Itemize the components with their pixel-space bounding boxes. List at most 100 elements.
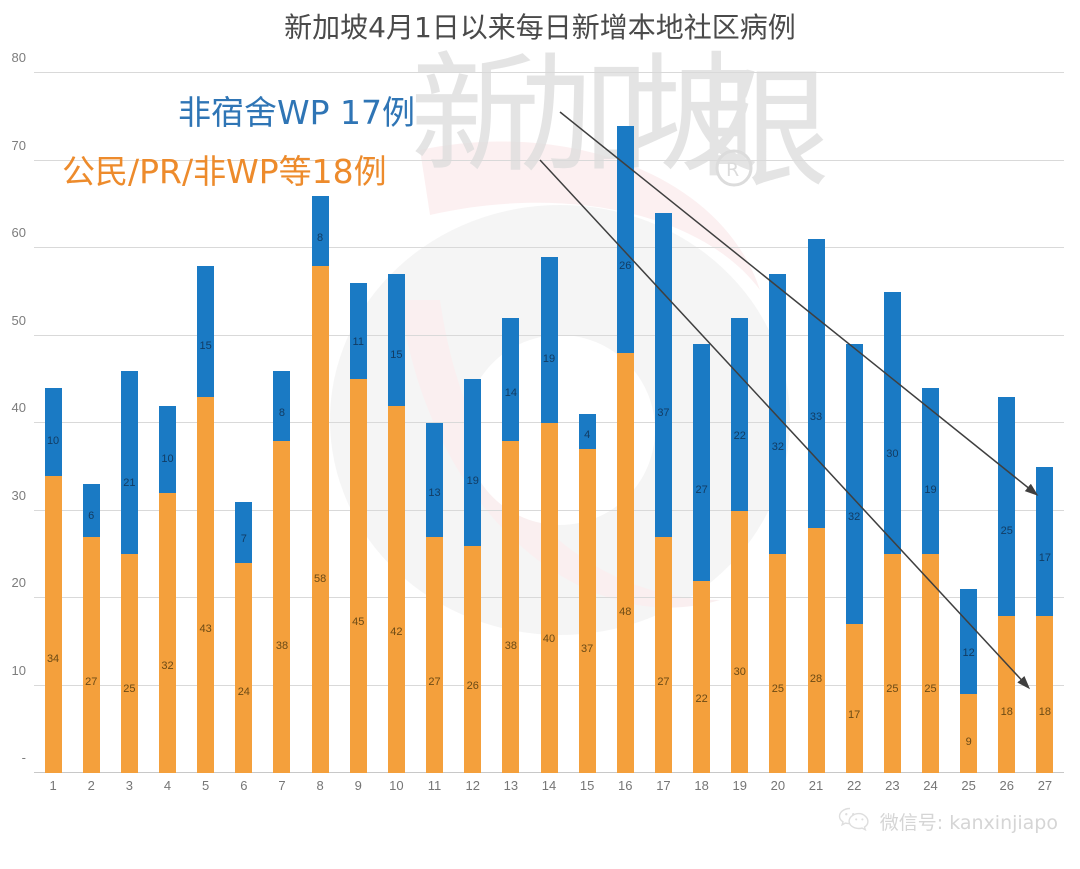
bar-group[interactable]: 27 13 [426, 73, 444, 773]
bar-segment-blue[interactable]: 32 [845, 344, 863, 625]
bar-group[interactable]: 18 17 [1036, 73, 1054, 773]
bar-segment-orange[interactable]: 32 [159, 493, 177, 773]
bar-segment-blue[interactable]: 19 [464, 379, 482, 546]
bar-segment-blue[interactable]: 8 [273, 370, 291, 441]
bar-segment-blue[interactable]: 12 [960, 589, 978, 695]
wechat-icon [838, 806, 872, 837]
bar-group[interactable]: 38 14 [502, 73, 520, 773]
bar-segment-blue[interactable]: 37 [654, 213, 672, 537]
bar-segment-orange[interactable]: 37 [578, 449, 596, 773]
x-axis-tick: 21 [808, 778, 824, 793]
bar-segment-orange[interactable]: 30 [731, 510, 749, 773]
bar-value-label: 22 [733, 430, 746, 443]
bar-group[interactable]: 43 15 [197, 73, 215, 773]
bar-segment-orange[interactable]: 9 [960, 694, 978, 773]
bar-segment-orange[interactable]: 17 [845, 624, 863, 773]
bar-group[interactable]: 32 10 [159, 73, 177, 773]
bar-value-label: 32 [771, 440, 784, 453]
bar-value-label: 19 [542, 352, 556, 365]
bar-group[interactable]: 27 6 [82, 73, 100, 773]
x-axis-tick: 3 [125, 778, 133, 793]
gridline [34, 72, 1064, 73]
bar-value-label: 30 [886, 447, 899, 460]
bar-segment-orange[interactable]: 25 [883, 554, 901, 773]
bar-segment-orange[interactable]: 43 [197, 396, 215, 773]
bar-segment-orange[interactable]: 22 [693, 580, 711, 773]
x-axis-tick: 26 [999, 778, 1014, 793]
bar-value-label: 18 [1000, 706, 1013, 719]
bar-group[interactable]: 24 7 [235, 73, 253, 773]
bar-segment-orange[interactable]: 48 [616, 353, 634, 773]
bar-segment-blue[interactable]: 33 [807, 239, 825, 528]
bar-segment-orange[interactable]: 24 [235, 563, 253, 773]
bar-group[interactable]: 42 15 [387, 73, 405, 773]
bar-segment-orange[interactable]: 25 [769, 554, 787, 773]
bar-segment-orange[interactable]: 18 [998, 615, 1016, 773]
bar-value-label: 24 [237, 686, 250, 699]
bar-group[interactable]: 9 12 [960, 73, 978, 773]
bar-group[interactable]: 17 32 [845, 73, 863, 773]
bar-group[interactable]: 28 33 [807, 73, 825, 773]
bar-segment-orange[interactable]: 58 [311, 265, 329, 773]
bar-group[interactable]: 37 4 [578, 73, 596, 773]
bar-value-label: 8 [278, 406, 286, 419]
bar-segment-blue[interactable]: 7 [235, 501, 253, 563]
bar-segment-blue[interactable]: 27 [693, 344, 711, 581]
bar-segment-orange[interactable]: 27 [654, 536, 672, 773]
bar-segment-blue[interactable]: 8 [311, 195, 329, 266]
bar-segment-orange[interactable]: 26 [464, 545, 482, 773]
bar-segment-orange[interactable]: 28 [807, 528, 825, 773]
bar-group[interactable]: 22 27 [693, 73, 711, 773]
bar-group[interactable]: 25 30 [883, 73, 901, 773]
bar-segment-blue[interactable]: 26 [616, 125, 634, 353]
bar-segment-orange[interactable]: 34 [44, 475, 62, 773]
bar-segment-orange[interactable]: 42 [387, 405, 405, 773]
bar-segment-blue[interactable]: 15 [387, 274, 405, 406]
bar-segment-blue[interactable]: 32 [769, 274, 787, 555]
bar-group[interactable]: 27 37 [654, 73, 672, 773]
bar-value-label: 25 [924, 682, 937, 695]
bar-segment-orange[interactable]: 40 [540, 423, 558, 773]
bar-segment-blue[interactable]: 13 [426, 423, 444, 537]
bar-segment-blue[interactable]: 4 [578, 414, 596, 450]
bar-segment-blue[interactable]: 25 [998, 396, 1016, 616]
bar-segment-orange[interactable]: 27 [82, 536, 100, 773]
bar-group[interactable]: 25 19 [921, 73, 939, 773]
bar-group[interactable]: 26 19 [464, 73, 482, 773]
bar-group[interactable]: 38 8 [273, 73, 291, 773]
bar-segment-orange[interactable]: 25 [120, 554, 138, 773]
bar-segment-blue[interactable]: 19 [540, 256, 558, 423]
bar-group[interactable]: 58 8 [311, 73, 329, 773]
bar-segment-orange[interactable]: 45 [349, 379, 367, 773]
bar-segment-orange[interactable]: 25 [921, 554, 939, 773]
bar-segment-blue[interactable]: 21 [120, 370, 138, 555]
bar-segment-blue[interactable]: 19 [921, 388, 939, 555]
bar-segment-blue[interactable]: 10 [44, 388, 62, 476]
bar-segment-blue[interactable]: 22 [731, 318, 749, 511]
bar-value-label: 13 [428, 486, 441, 499]
bar-group[interactable]: 18 25 [998, 73, 1016, 773]
bar-segment-orange[interactable]: 38 [502, 440, 520, 773]
x-axis-tick: 23 [885, 778, 900, 793]
bar-segment-orange[interactable]: 27 [426, 536, 444, 773]
y-axis-tick: 30 [11, 487, 26, 503]
bar-value-label: 15 [390, 348, 403, 361]
bar-segment-blue[interactable]: 6 [82, 484, 100, 537]
bar-group[interactable]: 40 19 [540, 73, 558, 773]
bar-segment-blue[interactable]: 17 [1036, 466, 1054, 616]
bar-segment-blue[interactable]: 15 [197, 265, 215, 397]
bar-segment-orange[interactable]: 38 [273, 440, 291, 773]
bar-value-label: 43 [199, 623, 212, 636]
bar-segment-orange[interactable]: 18 [1036, 615, 1054, 773]
y-axis-tick: 40 [11, 400, 26, 415]
bar-group[interactable]: 25 21 [120, 73, 138, 773]
bar-segment-blue[interactable]: 11 [349, 283, 367, 380]
bar-segment-blue[interactable]: 10 [159, 405, 177, 493]
bar-segment-blue[interactable]: 14 [502, 318, 520, 441]
bar-group[interactable]: 30 22 [731, 73, 749, 773]
bar-group[interactable]: 34 10 [44, 73, 62, 773]
bar-group[interactable]: 25 32 [769, 73, 787, 773]
bar-segment-blue[interactable]: 30 [883, 291, 901, 555]
bar-value-label: 18 [1038, 706, 1052, 719]
bar-group[interactable]: 48 26 [616, 73, 634, 773]
